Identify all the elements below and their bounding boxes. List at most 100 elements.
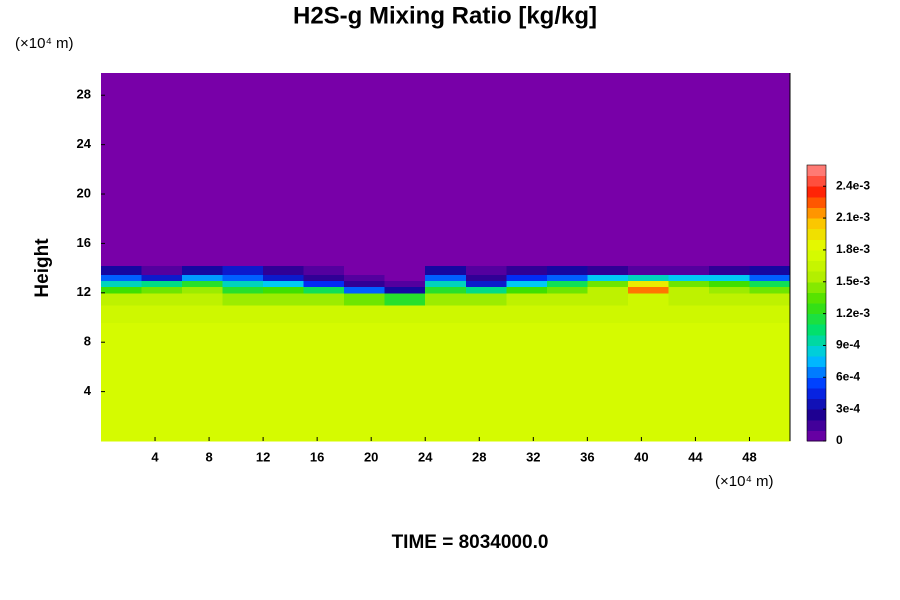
x-tick-label: 44 <box>688 449 703 464</box>
heatmap-cell <box>101 305 143 323</box>
heatmap-cell <box>465 286 507 294</box>
heatmap-cell <box>587 265 629 275</box>
heatmap-cell <box>668 292 710 306</box>
heatmap-cell <box>222 265 264 275</box>
colorbar-band <box>807 175 826 187</box>
heatmap-cell <box>708 274 750 281</box>
x-tick-label: 12 <box>256 449 270 464</box>
heatmap-cell <box>425 292 467 306</box>
heatmap-cell <box>222 322 264 442</box>
x-tick-label: 36 <box>580 449 594 464</box>
heatmap-cell <box>101 274 143 281</box>
heatmap-cell <box>263 274 305 281</box>
heatmap-cell <box>222 305 264 323</box>
heatmap-cell <box>668 305 710 323</box>
heatmap-cell <box>384 292 426 306</box>
heatmap-cell <box>627 265 669 275</box>
heatmap-cell <box>182 292 224 306</box>
heatmap-cell <box>263 305 305 323</box>
heatmap-cell <box>506 292 548 306</box>
heatmap-cell <box>303 286 345 294</box>
colorbar-band <box>807 165 826 177</box>
heatmap-cell <box>506 286 548 294</box>
heatmap-cell <box>587 286 629 294</box>
heatmap-cell <box>425 280 467 288</box>
colorbar-band <box>807 366 826 378</box>
colorbar-tick-label: 3e-4 <box>836 401 860 415</box>
heatmap-cell <box>384 73 426 267</box>
colorbar-band <box>807 356 826 368</box>
heatmap-cell <box>141 286 183 294</box>
heatmap-cell <box>708 322 750 442</box>
heatmap-cell <box>668 286 710 294</box>
heatmap-cell <box>708 73 750 267</box>
heatmap-cell <box>101 280 143 288</box>
heatmap-cell <box>708 305 750 323</box>
heatmap-cell <box>546 286 588 294</box>
heatmap-cell <box>141 274 183 281</box>
heatmap-cell <box>587 73 629 267</box>
colorbar-band <box>807 398 826 410</box>
heatmap-cell <box>303 280 345 288</box>
colorbar-tick-label: 6e-4 <box>836 369 860 383</box>
heatmap-cell <box>627 305 669 323</box>
heatmap-cell <box>627 280 669 288</box>
heatmap-cell <box>708 292 750 306</box>
y-unit: (×10⁴ m) <box>15 35 74 52</box>
y-tick-label: 20 <box>77 185 91 200</box>
heatmap-cell <box>222 292 264 306</box>
heatmap-cell <box>344 292 386 306</box>
heatmap-cell <box>182 322 224 442</box>
heatmap-cell <box>546 322 588 442</box>
heatmap-cell <box>101 286 143 294</box>
heatmap-cell <box>465 292 507 306</box>
heatmap-cell <box>182 73 224 267</box>
y-tick-label: 24 <box>77 136 92 151</box>
heatmap-cell <box>384 274 426 281</box>
heatmap-cell <box>587 274 629 281</box>
colorbar-band <box>807 228 826 240</box>
heatmap-cell <box>546 280 588 288</box>
heatmap-cell <box>344 274 386 281</box>
heatmap-cell <box>384 305 426 323</box>
y-tick-label: 8 <box>84 334 91 349</box>
colorbar-tick-label: 1.8e-3 <box>836 242 870 256</box>
heatmap-cell <box>384 322 426 442</box>
heatmap-cell <box>141 280 183 288</box>
heatmap-cell <box>141 305 183 323</box>
x-tick-label: 4 <box>151 449 159 464</box>
heatmap-cell <box>627 292 669 306</box>
heatmap-cell <box>303 322 345 442</box>
colorbar-band <box>807 387 826 400</box>
heatmap-cell <box>263 292 305 306</box>
heatmap-cell <box>425 286 467 294</box>
heatmap-cell <box>465 265 507 275</box>
colorbar-band <box>807 249 826 262</box>
heatmap-cell <box>263 265 305 275</box>
heatmap-cell <box>749 265 791 275</box>
heatmap-cell <box>222 286 264 294</box>
x-tick-label: 32 <box>526 449 540 464</box>
heatmap-cell <box>465 280 507 288</box>
heatmap-cell <box>708 265 750 275</box>
colorbar-tick-label: 1.5e-3 <box>836 274 870 288</box>
heatmap-cell <box>587 322 629 442</box>
colorbar-band <box>807 271 826 283</box>
heatmap-cell <box>182 280 224 288</box>
heatmap-cell <box>263 286 305 294</box>
colorbar-band <box>807 409 826 421</box>
heatmap-cell <box>546 292 588 306</box>
heatmap-cell <box>465 73 507 267</box>
heatmap-cell <box>587 280 629 288</box>
colorbar-band <box>807 186 826 198</box>
x-tick-label: 40 <box>634 449 648 464</box>
heatmap-cell <box>546 265 588 275</box>
x-tick-label: 28 <box>472 449 486 464</box>
heatmap-cell <box>627 322 669 442</box>
colorbar-band <box>807 292 826 304</box>
x-tick-label: 8 <box>205 449 212 464</box>
heatmap-cell <box>506 73 548 267</box>
colorbar-band <box>807 260 826 272</box>
heatmap-cell <box>101 322 143 442</box>
heatmap-cell <box>627 73 669 267</box>
